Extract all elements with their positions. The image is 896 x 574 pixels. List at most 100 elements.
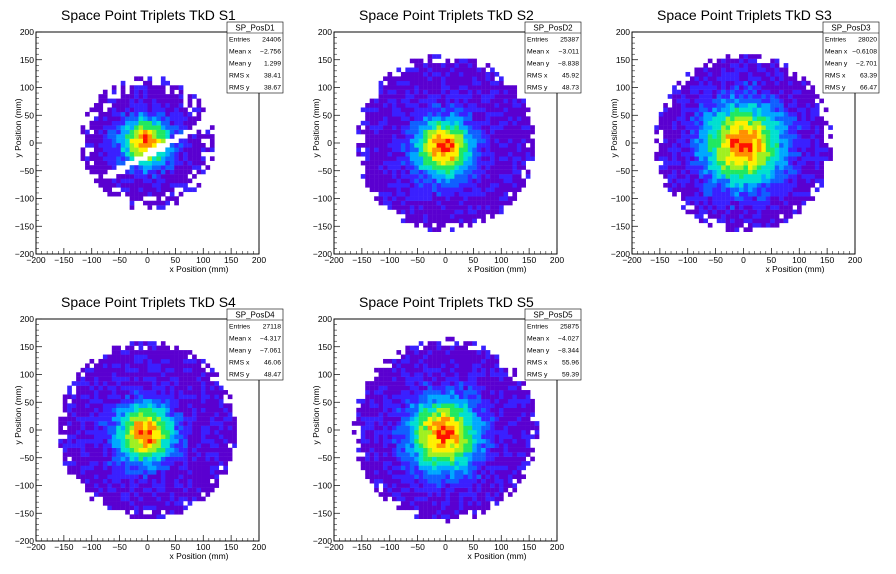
heatmap-cell xyxy=(85,129,90,135)
heatmap-cell xyxy=(125,381,130,386)
heatmap-cell xyxy=(147,430,153,435)
heatmap-cell xyxy=(436,151,442,157)
heatmap-cell xyxy=(414,98,419,104)
heatmap-cell xyxy=(716,76,722,82)
heatmap-cell xyxy=(120,412,126,417)
heatmap-cell xyxy=(445,76,451,82)
heatmap-cell xyxy=(178,443,184,448)
heatmap-cell xyxy=(125,363,130,369)
heatmap-cell xyxy=(730,143,735,148)
heatmap-cell xyxy=(107,191,113,197)
heatmap-cell xyxy=(792,178,798,184)
heatmap-cell xyxy=(667,147,673,153)
heatmap-cell xyxy=(151,129,157,135)
heatmap-cell xyxy=(823,120,829,126)
chart-title: Space Point Triplets TkD S1 xyxy=(61,7,236,23)
heatmap-cells xyxy=(80,76,215,210)
heatmap-cell xyxy=(441,182,446,188)
heatmap-cell xyxy=(89,452,95,457)
heatmap-cell xyxy=(169,443,175,448)
heatmap-cell xyxy=(454,71,460,77)
heatmap-cell xyxy=(174,367,179,373)
heatmap-cell xyxy=(743,200,749,206)
heatmap-cell xyxy=(405,487,411,493)
heatmap-cell xyxy=(400,416,406,422)
heatmap-cell xyxy=(383,407,388,413)
heatmap-cell xyxy=(62,403,68,408)
heatmap-cell xyxy=(111,492,117,497)
heatmap-cell xyxy=(689,209,695,215)
heatmap-cell xyxy=(116,120,121,126)
heatmap-cell xyxy=(387,465,393,471)
heatmap-cell xyxy=(472,209,477,215)
heatmap-cell xyxy=(187,403,193,408)
heatmap-cell xyxy=(756,129,762,135)
heatmap-cell xyxy=(356,416,361,422)
heatmap-cell xyxy=(93,398,99,404)
heatmap-cell xyxy=(151,381,157,386)
heatmap-cell xyxy=(107,412,113,417)
heatmap-cell xyxy=(125,443,130,448)
heatmap-cell xyxy=(436,227,442,232)
heatmap-cell xyxy=(396,496,402,502)
heatmap-cell xyxy=(503,129,509,135)
heatmap-cell xyxy=(676,147,682,153)
heatmap-cell xyxy=(111,350,117,355)
heatmap-cell xyxy=(463,218,468,224)
heatmap-cell xyxy=(111,416,117,422)
heatmap-cell xyxy=(689,160,695,166)
heatmap-cell xyxy=(196,492,202,497)
heatmap-cell xyxy=(387,156,393,161)
heatmap-cell xyxy=(383,416,388,422)
heatmap-cell xyxy=(467,165,473,170)
heatmap-cell xyxy=(463,98,468,104)
heatmap-cell xyxy=(521,107,526,113)
heatmap-cell xyxy=(507,85,513,90)
heatmap-cell xyxy=(681,205,686,210)
heatmap-cell xyxy=(111,496,117,502)
heatmap-cell xyxy=(192,363,197,369)
heatmap-cell xyxy=(752,174,758,179)
heatmap-cell xyxy=(129,403,135,408)
heatmap-cell xyxy=(192,147,197,153)
heatmap-cell xyxy=(174,156,179,161)
heatmap-cell xyxy=(743,156,749,161)
heatmap-cell xyxy=(183,372,188,377)
heatmap-cell xyxy=(201,147,206,153)
heatmap-cell xyxy=(472,205,477,210)
heatmap-cell xyxy=(792,182,798,188)
heatmap-cell xyxy=(187,385,193,391)
heatmap-cell xyxy=(730,209,735,215)
heatmap-cell xyxy=(739,129,744,135)
heatmap-cell xyxy=(356,407,361,413)
heatmap-cell xyxy=(396,469,402,475)
heatmap-cell xyxy=(432,156,437,161)
heatmap-cell xyxy=(449,67,455,73)
heatmap-cell xyxy=(414,174,419,179)
heatmap-cell xyxy=(512,169,518,175)
heatmap-cell xyxy=(138,111,144,117)
heatmap-cell xyxy=(98,398,104,404)
heatmap-cell xyxy=(752,222,758,228)
heatmap-cell xyxy=(143,398,148,404)
heatmap-cell xyxy=(427,174,433,179)
heatmap-cell xyxy=(360,120,366,126)
heatmap-cell xyxy=(151,434,157,440)
heatmap-cell xyxy=(747,178,753,184)
heatmap-cell xyxy=(770,200,775,206)
heatmap-cell xyxy=(93,107,99,113)
heatmap-cell xyxy=(418,125,424,130)
heatmap-cell xyxy=(788,85,793,90)
heatmap-cell xyxy=(685,191,691,197)
heatmap-cell xyxy=(676,134,682,139)
heatmap-cell xyxy=(530,143,535,148)
heatmap-cell xyxy=(218,421,224,426)
heatmap-cell xyxy=(165,151,170,157)
heatmap-cell xyxy=(521,147,526,153)
heatmap-cell xyxy=(503,134,509,139)
heatmap-cell xyxy=(169,354,175,360)
heatmap-cell xyxy=(387,358,393,364)
heatmap-cell xyxy=(694,98,700,104)
heatmap-cell xyxy=(102,438,108,444)
heatmap-cell xyxy=(432,89,437,95)
